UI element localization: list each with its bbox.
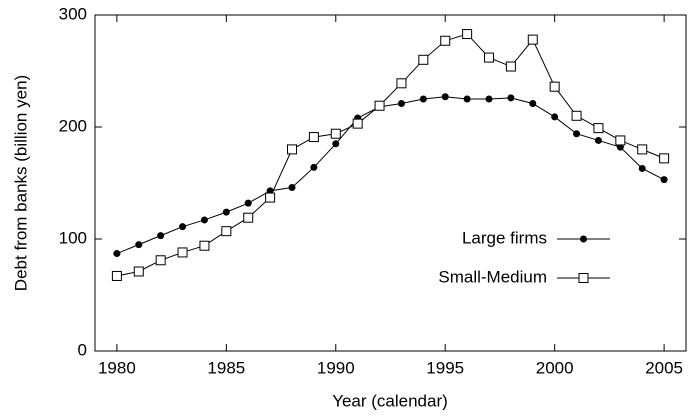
point xyxy=(157,232,165,240)
x-tick-label: 1980 xyxy=(98,358,136,377)
point xyxy=(113,250,121,258)
legend-label: Small-Medium xyxy=(438,267,547,286)
point xyxy=(441,93,449,101)
point xyxy=(177,247,188,258)
y-tick-label: 0 xyxy=(78,340,87,359)
x-tick-label: 2000 xyxy=(536,358,574,377)
point xyxy=(551,113,559,121)
point xyxy=(549,81,560,92)
point xyxy=(485,95,493,103)
y-tick-label: 100 xyxy=(59,228,87,247)
point xyxy=(505,61,516,72)
y-tick-label: 200 xyxy=(59,116,87,135)
point xyxy=(527,34,538,45)
point xyxy=(660,176,668,184)
point xyxy=(308,132,319,143)
point xyxy=(396,78,407,89)
point xyxy=(529,99,537,107)
point xyxy=(179,223,187,231)
point xyxy=(418,54,429,65)
x-tick-label: 1995 xyxy=(426,358,464,377)
point xyxy=(135,241,143,249)
legend-label: Large firms xyxy=(462,228,547,247)
series-line xyxy=(116,96,665,255)
point xyxy=(419,95,427,103)
point xyxy=(463,95,471,103)
point xyxy=(397,99,405,107)
plot-frame xyxy=(94,14,687,352)
point xyxy=(462,29,473,40)
point xyxy=(594,136,602,144)
point xyxy=(637,144,648,155)
point xyxy=(221,226,232,237)
x-tick-label: 1985 xyxy=(207,358,245,377)
point xyxy=(310,163,318,171)
point xyxy=(155,255,166,266)
point xyxy=(352,118,363,129)
y-axis-label: Debt from banks (billion yen) xyxy=(11,75,30,291)
x-tick-label: 2005 xyxy=(645,358,683,377)
point xyxy=(659,153,670,164)
point xyxy=(133,266,144,277)
point xyxy=(243,212,254,223)
x-axis-label: Year (calendar) xyxy=(332,391,448,410)
point xyxy=(571,110,582,121)
point xyxy=(440,35,451,46)
legend-marker xyxy=(578,273,589,283)
point xyxy=(288,183,296,191)
point xyxy=(507,94,515,102)
point xyxy=(244,199,252,207)
point xyxy=(222,208,230,216)
point xyxy=(573,130,581,138)
point xyxy=(111,270,122,281)
point xyxy=(200,216,208,224)
x-tick-label: 1990 xyxy=(317,358,355,377)
point xyxy=(484,52,494,63)
legend-marker xyxy=(580,235,587,243)
point xyxy=(374,100,385,111)
point xyxy=(332,140,340,148)
point xyxy=(638,164,646,172)
point xyxy=(593,123,604,134)
point xyxy=(265,192,276,203)
point xyxy=(615,135,626,146)
point xyxy=(199,240,210,251)
point xyxy=(330,128,341,139)
y-tick-label: 300 xyxy=(59,4,87,23)
point xyxy=(287,144,297,155)
